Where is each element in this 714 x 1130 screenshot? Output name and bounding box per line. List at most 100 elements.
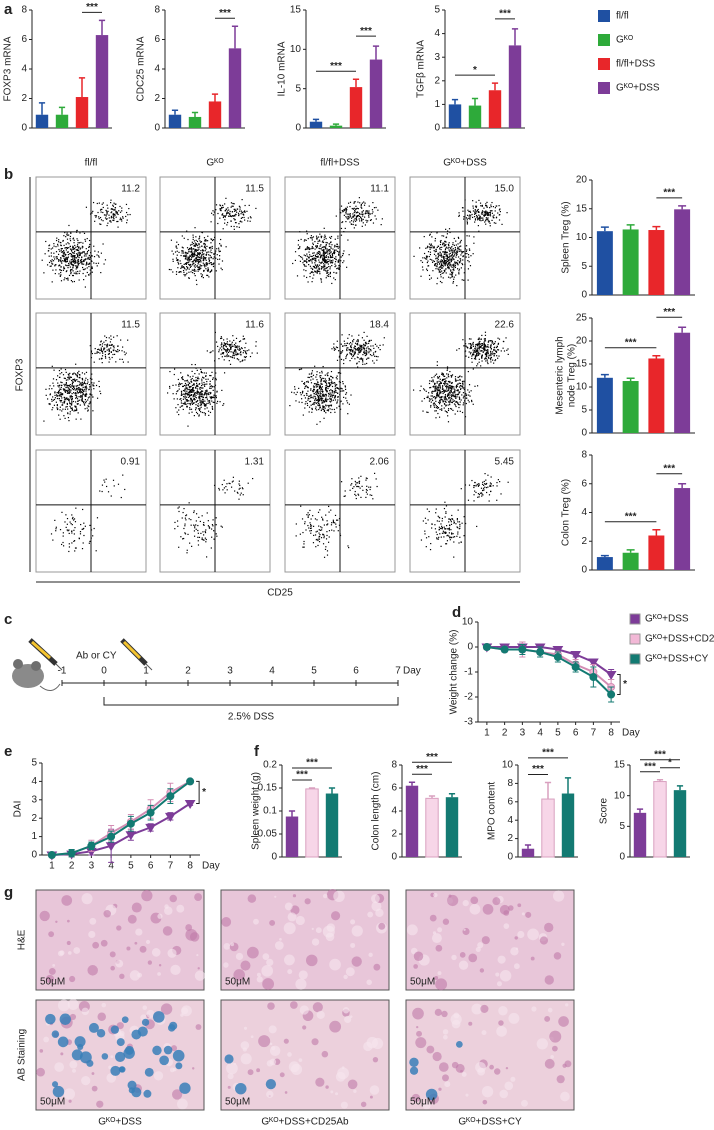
event-dot [462, 210, 464, 212]
event-dot [175, 257, 178, 259]
event-dot [485, 349, 487, 351]
event-dot [193, 262, 195, 264]
event-dot [176, 254, 178, 256]
event-dot [200, 371, 202, 374]
event-dot [327, 382, 330, 384]
event-dot [199, 399, 201, 401]
event-dot [340, 390, 342, 392]
event-dot [204, 250, 206, 252]
event-dot [238, 214, 240, 216]
event-dot [63, 251, 66, 253]
event-dot [452, 282, 454, 284]
event-dot [197, 249, 199, 251]
event-dot [198, 394, 201, 396]
event-dot [321, 249, 323, 251]
event-dot [319, 392, 321, 394]
event-dot [471, 216, 474, 219]
event-dot [197, 393, 199, 395]
event-dot [347, 216, 350, 218]
event-dot [328, 252, 331, 255]
event-dot [322, 240, 324, 242]
event-dot [65, 256, 67, 258]
event-dot [452, 394, 455, 396]
event-dot [432, 396, 435, 398]
event-dot [184, 396, 186, 398]
event-dot [445, 262, 447, 265]
event-dot [448, 398, 450, 400]
event-dot [444, 252, 446, 254]
event-dot [189, 264, 191, 266]
event-dot [305, 401, 307, 403]
event-dot [56, 397, 59, 400]
event-dot [80, 259, 83, 261]
event-dot [51, 247, 54, 249]
event-dot [85, 392, 87, 394]
event-dot [223, 347, 225, 350]
event-dot [452, 248, 454, 250]
event-dot [210, 238, 212, 240]
event-dot [443, 382, 445, 384]
event-dot [110, 202, 112, 204]
event-dot [195, 387, 197, 389]
event-dot [113, 202, 115, 204]
event-dot [231, 341, 233, 343]
event-dot [363, 331, 365, 334]
event-dot [181, 394, 183, 396]
event-dot [59, 376, 61, 379]
event-dot [344, 227, 346, 230]
event-dot [235, 351, 237, 353]
event-dot [325, 262, 327, 264]
event-dot [185, 399, 187, 401]
event-dot [189, 394, 192, 396]
event-dot [314, 240, 316, 243]
bar [541, 798, 555, 858]
event-dot [449, 404, 451, 406]
event-dot [326, 266, 328, 269]
event-dot [444, 400, 446, 403]
event-dot [317, 401, 320, 403]
event-dot [326, 248, 328, 250]
event-dot [437, 252, 439, 254]
event-dot [448, 228, 451, 230]
y-tick-label: 0 [581, 290, 587, 301]
event-dot [193, 394, 195, 396]
event-dot [65, 270, 67, 273]
event-dot [122, 216, 124, 218]
event-dot [423, 235, 425, 238]
event-dot [104, 354, 107, 356]
event-dot [469, 265, 472, 267]
event-dot [216, 400, 219, 403]
y-tick-label: 20 [576, 336, 588, 347]
y-tick-label: 6 [21, 34, 27, 45]
event-dot [452, 242, 454, 244]
event-dot [113, 219, 115, 222]
event-dot [182, 378, 184, 381]
event-dot [102, 211, 104, 214]
event-dot [362, 358, 364, 360]
event-dot [483, 342, 485, 345]
event-dot [456, 384, 458, 386]
event-dot [329, 378, 331, 381]
event-dot [327, 253, 329, 255]
event-dot [307, 247, 310, 249]
event-dot [450, 259, 452, 261]
event-dot [200, 368, 202, 371]
event-dot [475, 214, 478, 217]
event-dot [371, 212, 373, 215]
event-dot [438, 380, 440, 382]
event-dot [325, 390, 327, 392]
event-dot [244, 211, 246, 213]
event-dot [63, 415, 65, 417]
event-dot [238, 349, 240, 351]
event-dot [380, 224, 382, 226]
event-dot [88, 389, 90, 391]
event-dot [111, 343, 113, 346]
event-dot [349, 205, 351, 208]
event-dot [361, 337, 364, 339]
event-dot [93, 245, 95, 247]
event-dot [446, 368, 449, 370]
event-dot [301, 256, 303, 259]
event-dot [197, 405, 199, 407]
event-dot [197, 385, 199, 387]
event-dot [194, 258, 196, 260]
